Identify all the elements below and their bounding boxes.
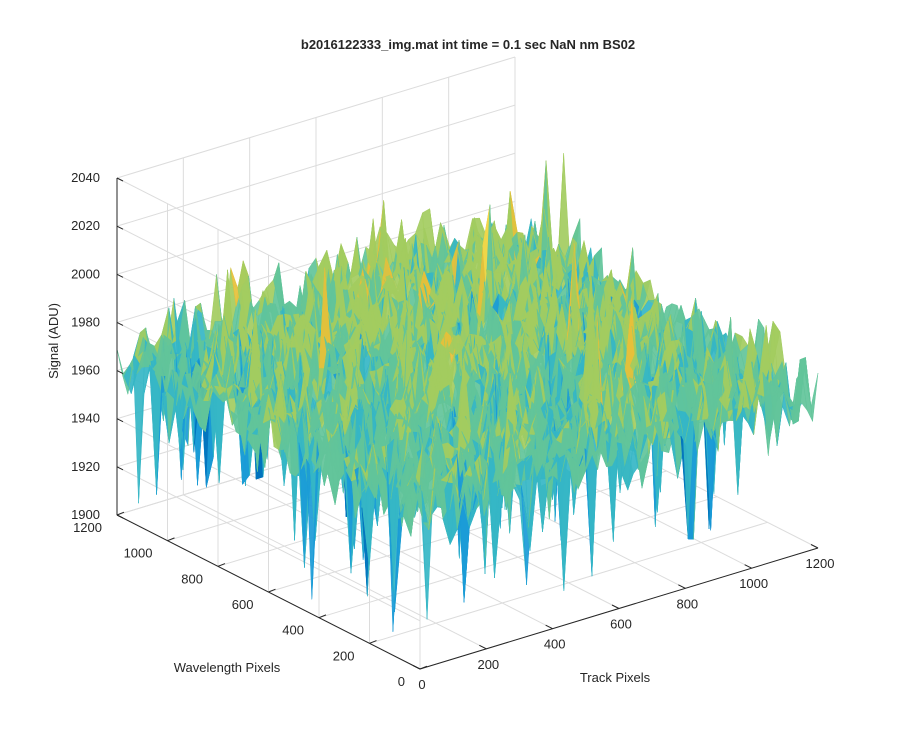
z-tick-mark	[116, 466, 124, 471]
tick-labels: 0 200 400 600 800 1000 1200 0 200 400 600 800 1000 12…	[71, 170, 834, 692]
z-tick-mark	[116, 321, 124, 326]
x-tick-label: 1200	[806, 556, 835, 571]
y-tick-mark	[318, 614, 327, 619]
y-tick-mark	[116, 511, 125, 516]
x-tick-label: 1000	[739, 576, 768, 591]
x-tick-mark	[479, 644, 487, 650]
grid-line	[183, 494, 487, 650]
surface-mesh	[116, 153, 819, 632]
x-tick-label: 400	[544, 637, 566, 652]
x-tick-mark	[412, 665, 421, 670]
z-tick-mark	[116, 370, 124, 375]
y-tick-mark	[167, 537, 175, 542]
x-tick-label: 600	[610, 617, 632, 632]
x-tick-mark	[611, 604, 620, 609]
z-tick-mark	[116, 225, 124, 230]
y-tick-mark	[268, 588, 276, 593]
y-tick-label: 1200	[73, 520, 102, 535]
z-tick-label: 1920	[71, 459, 100, 474]
x-tick-mark	[810, 544, 819, 549]
x-tick-label: 0	[418, 677, 425, 692]
x-tick-label: 800	[676, 596, 698, 611]
y-axis-label: Wavelength Pixels	[174, 660, 281, 675]
z-tick-label: 1940	[71, 411, 100, 426]
z-axis-label: Signal (ADU)	[46, 303, 61, 379]
y-tick-label: 200	[333, 648, 355, 663]
z-tick-mark	[116, 418, 124, 423]
z-tick-label: 1980	[71, 314, 100, 329]
z-tick-label: 1900	[71, 507, 100, 522]
y-tick-mark	[369, 640, 377, 644]
x-axis-label: Track Pixels	[580, 670, 651, 685]
y-tick-mark	[217, 563, 226, 567]
z-tick-mark	[116, 514, 124, 519]
z-tick-label: 1960	[71, 363, 100, 378]
z-tick-label: 2020	[71, 218, 100, 233]
y-tick-label: 0	[398, 674, 405, 689]
z-tick-mark	[116, 177, 124, 182]
axes	[116, 177, 819, 670]
x-tick-mark	[545, 624, 553, 630]
y-tick-mark	[419, 665, 428, 670]
y-tick-label: 1000	[124, 546, 153, 561]
z-tick-label: 2040	[71, 170, 100, 185]
grid-line	[249, 474, 553, 630]
z-tick-mark	[116, 273, 124, 278]
x-tick-mark	[744, 564, 752, 569]
y-tick-label: 800	[181, 571, 203, 586]
surface-cell	[805, 357, 819, 422]
z-tick-label: 2000	[71, 266, 100, 281]
x-tick-mark	[678, 584, 686, 589]
x-tick-label: 200	[477, 657, 499, 672]
y-tick-label: 400	[282, 623, 304, 638]
chart-title: b2016122333_img.mat int time = 0.1 sec N…	[301, 37, 635, 52]
y-tick-label: 600	[232, 597, 254, 612]
